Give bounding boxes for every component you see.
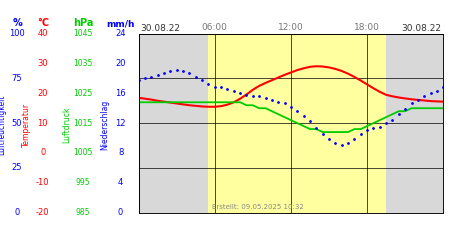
Text: Niederschlag: Niederschlag [100, 100, 109, 150]
Text: 985: 985 [76, 208, 90, 217]
Text: 30.08.22: 30.08.22 [140, 24, 180, 33]
Text: 50: 50 [12, 119, 22, 128]
Text: -10: -10 [36, 178, 50, 187]
Text: 30.08.22: 30.08.22 [401, 24, 441, 33]
Text: %: % [12, 18, 22, 28]
Text: Luftfeuchtigkeit: Luftfeuchtigkeit [0, 95, 6, 155]
Text: 1045: 1045 [73, 29, 93, 38]
Text: Temperatur: Temperatur [22, 103, 31, 147]
Text: 25: 25 [12, 163, 22, 172]
Text: 10: 10 [37, 119, 48, 128]
Text: 20: 20 [37, 89, 48, 98]
Text: 8: 8 [118, 148, 123, 158]
Text: 1035: 1035 [73, 59, 93, 68]
Text: 12: 12 [115, 119, 126, 128]
Text: 30: 30 [37, 59, 48, 68]
Text: 995: 995 [76, 178, 90, 187]
Text: mm/h: mm/h [106, 19, 135, 28]
Text: 1025: 1025 [74, 89, 93, 98]
Text: 100: 100 [9, 29, 25, 38]
Text: Luftdruck: Luftdruck [62, 107, 71, 143]
Text: 4: 4 [118, 178, 123, 187]
Text: 0: 0 [14, 208, 20, 217]
Text: 75: 75 [12, 74, 22, 83]
Bar [208, 34, 386, 212]
Text: -20: -20 [36, 208, 50, 217]
Text: 16: 16 [115, 89, 126, 98]
Text: hPa: hPa [73, 18, 94, 28]
Text: 0: 0 [40, 148, 45, 158]
Text: 1005: 1005 [73, 148, 93, 158]
Text: 0: 0 [118, 208, 123, 217]
Text: 40: 40 [37, 29, 48, 38]
Text: 1015: 1015 [74, 119, 93, 128]
Text: 20: 20 [115, 59, 126, 68]
Text: Erstellt: 09.05.2025 10:32: Erstellt: 09.05.2025 10:32 [212, 204, 304, 210]
Text: 24: 24 [115, 29, 126, 38]
Text: °C: °C [37, 18, 49, 28]
